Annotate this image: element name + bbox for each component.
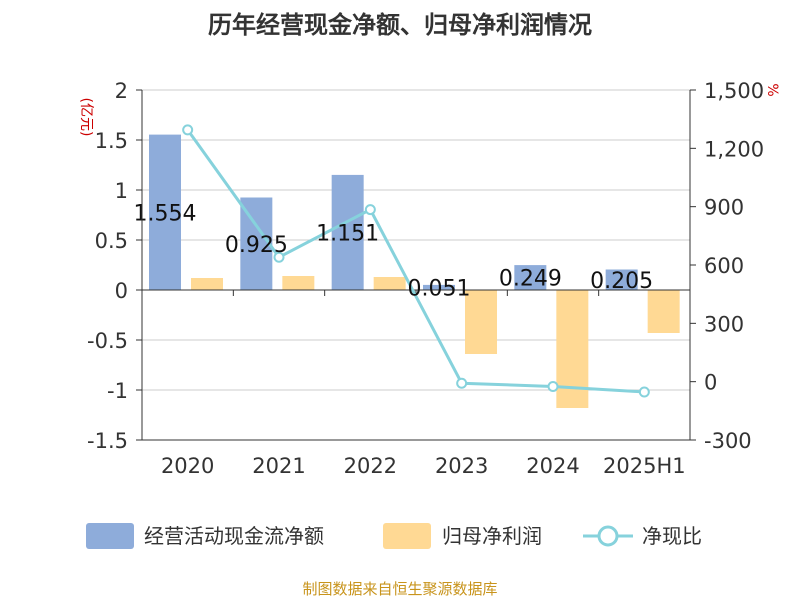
left-tick-label: -1 [107, 379, 128, 403]
chart-title: 历年经营现金净额、归母净利润情况 [208, 11, 592, 39]
x-tick-label: 2024 [526, 454, 579, 478]
left-tick-label: 1 [115, 179, 128, 203]
x-tick-label: 2021 [252, 454, 305, 478]
netprofit-bar [373, 277, 406, 290]
cashflow-value-label: 0.051 [408, 276, 471, 301]
ratio-point [364, 204, 376, 216]
left-axis: 2 1.5 1 0.5 0 -0.5 -1 -1.5 [87, 79, 143, 453]
legend-label-cashflow: 经营活动现金流净额 [144, 524, 324, 548]
netprofit-bar [465, 290, 497, 354]
right-tick-label: 600 [704, 254, 744, 278]
x-tick-label: 2023 [435, 454, 488, 478]
x-tick-label: 2022 [344, 454, 397, 478]
right-tick-label: -300 [704, 429, 752, 453]
x-axis: 2020 2021 2022 2023 2024 2025H1 [142, 439, 690, 478]
cashflow-bar [605, 269, 638, 290]
netprofit-bar [556, 290, 589, 408]
x-tick-label: 2020 [161, 454, 214, 478]
netprofit-bar [647, 290, 680, 333]
net-profit-bars [191, 276, 680, 408]
x-tick-label: 2025H1 [603, 454, 686, 478]
cashflow-bar [514, 265, 547, 290]
left-tick-label: 2 [115, 79, 128, 103]
left-tick-label: 0 [115, 279, 128, 303]
legend-marker-ratio [597, 525, 619, 547]
ratio-point [182, 124, 194, 136]
legend-swatch-netprofit [383, 523, 431, 549]
ratio-point [456, 377, 468, 389]
legend-label-ratio: 净现比 [642, 524, 702, 548]
cashflow-bar [423, 284, 455, 290]
cashflow-value-label: 0.249 [499, 267, 562, 292]
grid-lines [142, 89, 690, 441]
data-labels: 1.554 0.925 1.151 0.051 0.249 0.205 [134, 201, 654, 301]
cashflow-bar [149, 134, 181, 290]
cashflow-value-label: 0.205 [590, 269, 653, 294]
left-tick-label: -1.5 [87, 429, 128, 453]
cashflow-value-label: 1.151 [316, 221, 379, 246]
source-note: 制图数据来自恒生聚源数据库 [302, 580, 497, 598]
netprofit-bar [282, 276, 315, 290]
legend-swatch-cashflow [86, 523, 134, 549]
legend-item-cashflow[interactable]: 经营活动现金流净额 [86, 523, 324, 549]
legend: 经营活动现金流净额 归母净利润 净现比 [86, 523, 702, 549]
ratio-line-path [186, 128, 645, 394]
operating-cashflow-bars [149, 134, 638, 290]
cash-ratio-line [182, 124, 650, 398]
right-axis-unit: % [764, 83, 780, 96]
left-tick-label: -0.5 [87, 329, 128, 353]
left-tick-label: 1.5 [95, 129, 128, 153]
ratio-point [273, 251, 285, 263]
right-tick-label: 1,200 [704, 137, 764, 161]
left-axis-unit: (亿元) [78, 98, 94, 137]
ratio-point [547, 381, 559, 393]
cashflow-bar [331, 174, 364, 290]
right-tick-label: 0 [704, 371, 717, 395]
ratio-point [638, 386, 650, 398]
right-tick-label: 900 [704, 196, 744, 220]
legend-label-netprofit: 归母净利润 [442, 524, 542, 548]
cashflow-value-label: 1.554 [134, 201, 197, 226]
legend-item-netprofit[interactable]: 归母净利润 [383, 523, 542, 549]
legend-item-ratio[interactable]: 净现比 [583, 524, 702, 548]
right-axis: 1,500 1,200 900 600 300 0 -300 [689, 79, 764, 453]
right-tick-label: 1,500 [704, 79, 764, 103]
cashflow-value-label: 0.925 [225, 233, 288, 258]
right-tick-label: 300 [704, 312, 744, 336]
netprofit-bar [191, 278, 223, 290]
left-tick-label: 0.5 [95, 229, 128, 253]
